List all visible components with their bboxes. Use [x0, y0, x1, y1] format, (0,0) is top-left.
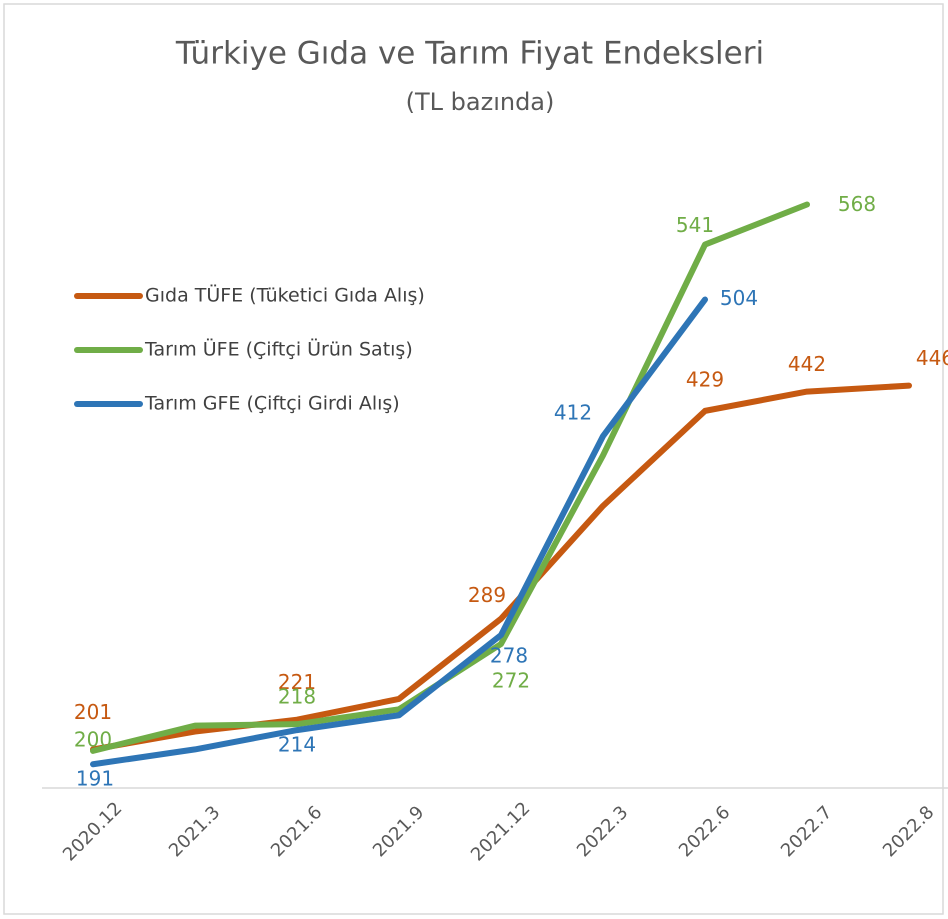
data-label: 442: [788, 352, 826, 376]
data-label: 200: [74, 727, 112, 751]
legend-label: Tarım ÜFE (Çiftçi Ürün Satış): [144, 338, 413, 361]
data-label: 221: [278, 670, 316, 694]
data-label: 278: [490, 644, 528, 668]
data-label: 289: [468, 583, 506, 607]
chart-frame: [3, 3, 944, 915]
series-line: [90, 296, 708, 768]
legend-label: Gıda TÜFE (Tüketici Gıda Alış): [145, 284, 425, 307]
chart-title: Türkiye Gıda ve Tarım Fiyat Endeksleri: [175, 36, 764, 72]
data-label: 429: [686, 367, 724, 391]
data-label: 201: [74, 700, 112, 724]
chart-subtitle: (TL bazında): [406, 88, 555, 116]
data-label: 504: [720, 286, 758, 310]
data-label: 446: [916, 346, 948, 370]
data-label: 412: [554, 401, 592, 425]
data-label: 541: [676, 213, 714, 237]
legend-label: Tarım GFE (Çiftçi Girdi Alış): [144, 393, 400, 415]
data-label: 214: [278, 733, 316, 757]
data-label: 568: [838, 192, 876, 216]
data-label: 191: [76, 767, 114, 791]
data-label: 272: [492, 668, 530, 692]
data-label: 218: [278, 685, 316, 709]
